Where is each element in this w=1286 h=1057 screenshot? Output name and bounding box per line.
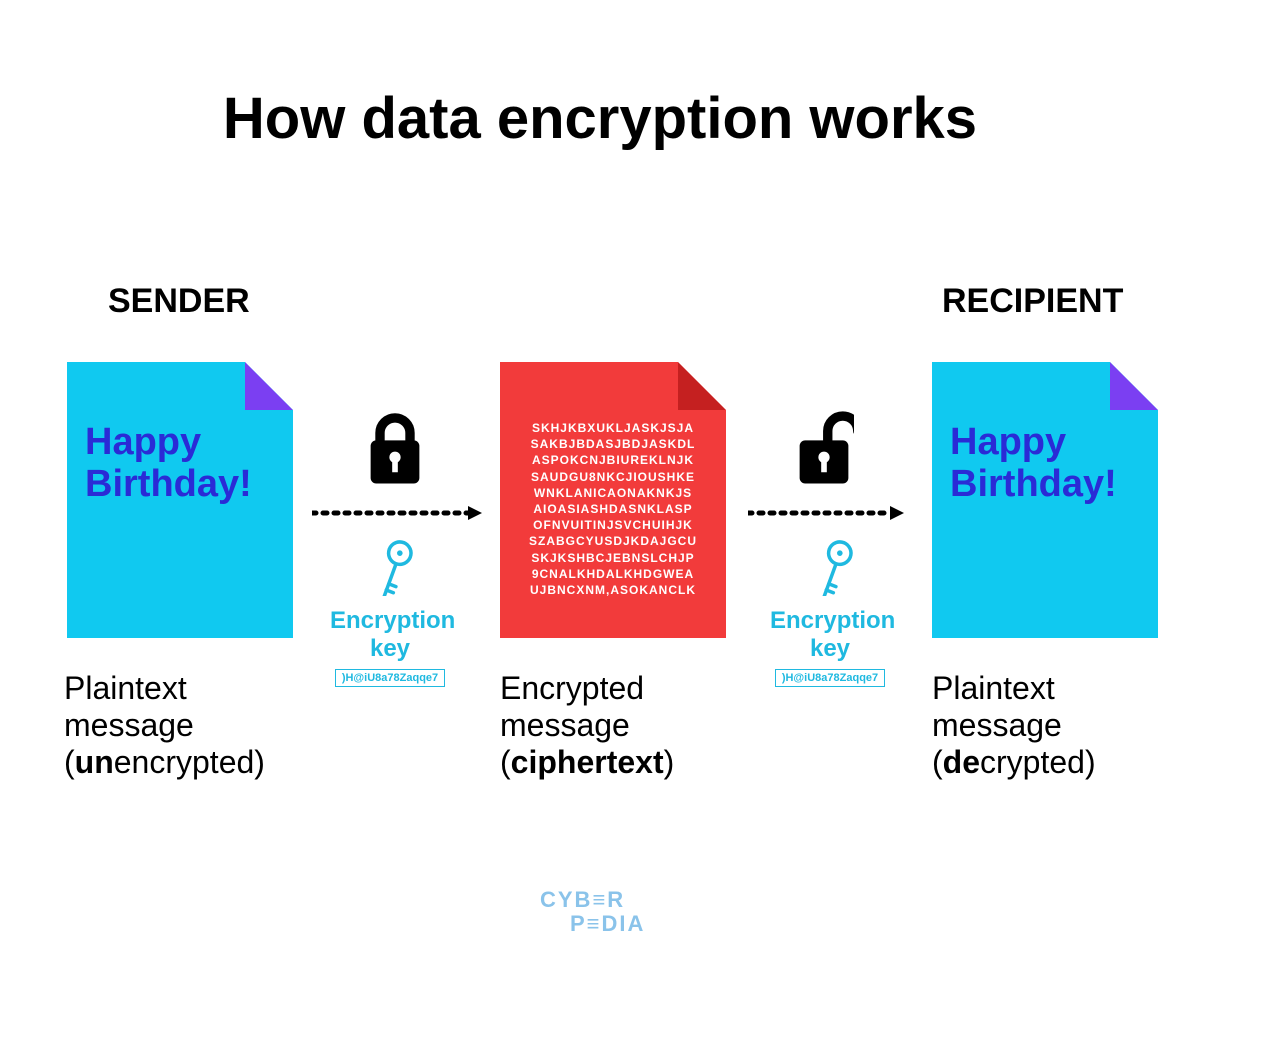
key-icon (770, 536, 890, 601)
sender-document: Happy Birthday! (67, 362, 293, 638)
page-title: How data encryption works (0, 85, 1200, 152)
page-fold-icon (678, 362, 726, 410)
page-fold-icon (1110, 362, 1158, 410)
ciphertext-content: SKHJKBXUKLJASKJSJASAKBJBDASJBDJASKDLASPO… (512, 420, 714, 598)
recipient-document: Happy Birthday! (932, 362, 1158, 638)
caption-post: ) (664, 744, 675, 780)
recipient-label: RECIPIENT (942, 282, 1123, 321)
caption-bold: ciphertext (511, 744, 664, 780)
ciphertext-document: SKHJKBXUKLJASKJSJASAKBJBDASJBDJASKDLASPO… (500, 362, 726, 638)
brand-logo: CYB≡R P≡DIA (540, 888, 645, 936)
recipient-caption: Plaintext message (decrypted) (932, 670, 1182, 780)
caption-bold: un (75, 744, 114, 780)
encryption-key-block: Encryption key )H@iU8a78Zaqqe7 (330, 536, 450, 687)
key-label: Encryption key (330, 607, 450, 663)
key-code: )H@iU8a78Zaqqe7 (335, 669, 445, 687)
logo-line2: P≡DIA (540, 912, 645, 936)
logo-line1: CYB≡R (540, 888, 645, 912)
cipher-caption: Encrypted message (ciphertext) (500, 670, 750, 780)
sender-message-text: Happy Birthday! (85, 422, 275, 506)
recipient-label-text: RECIPIENT (942, 282, 1123, 320)
page-fold-icon (245, 362, 293, 410)
caption-post: encrypted) (114, 744, 265, 780)
lock-open-icon (794, 404, 854, 488)
sender-caption: Plaintext message (unencrypted) (64, 670, 314, 780)
sender-label-text: SENDER (108, 282, 250, 320)
caption-bold: de (943, 744, 980, 780)
lock-closed-icon (365, 404, 425, 488)
encryption-key-block: Encryption key )H@iU8a78Zaqqe7 (770, 536, 890, 687)
caption-post: crypted) (980, 744, 1096, 780)
arrow-icon (312, 506, 482, 516)
key-icon (330, 536, 450, 601)
sender-label: SENDER (108, 282, 250, 321)
title-text: How data encryption works (223, 86, 977, 151)
key-code: )H@iU8a78Zaqqe7 (775, 669, 885, 687)
arrow-icon (748, 506, 904, 516)
key-label: Encryption key (770, 607, 890, 663)
recipient-message-text: Happy Birthday! (950, 422, 1140, 506)
